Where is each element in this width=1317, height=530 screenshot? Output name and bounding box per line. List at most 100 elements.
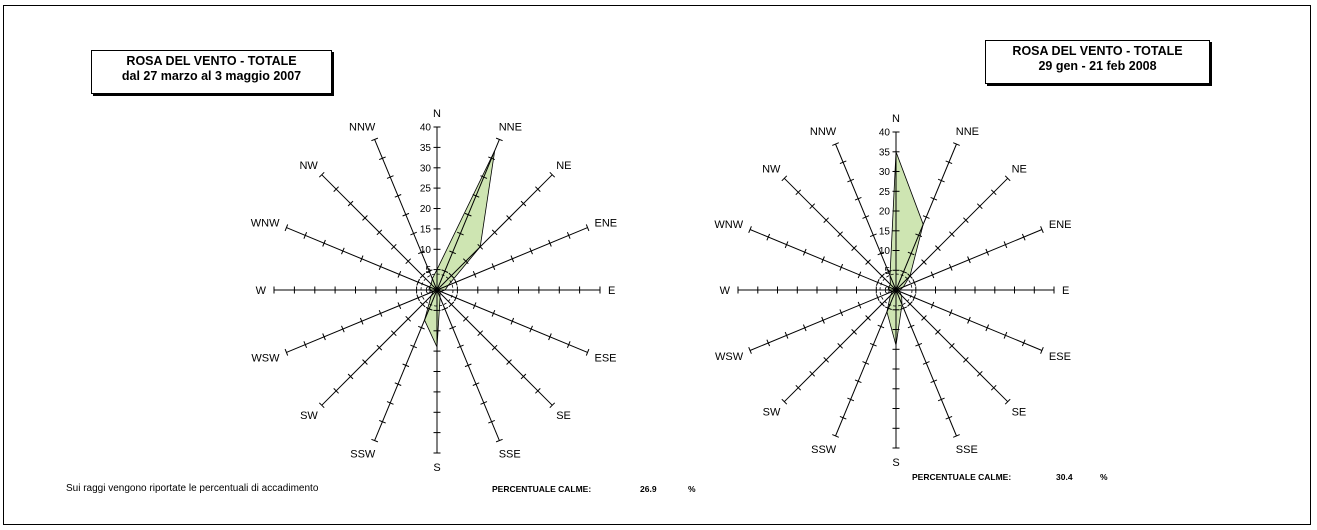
tick-SSE-15-left <box>457 344 464 349</box>
tick-NE-20-left <box>491 229 498 236</box>
tick-NE-30-left <box>520 200 527 207</box>
chart-title-left: ROSA DEL VENTO - TOTALE dal 27 marzo al … <box>91 50 332 94</box>
direction-label-WNW-right: WNW <box>714 219 743 231</box>
tick-SSW-40-left <box>371 438 379 443</box>
tick-SE-5-left <box>448 301 455 308</box>
tick-NW-10-right <box>865 259 871 265</box>
direction-label-S-left: S <box>433 462 440 474</box>
tick-WNW-10-right <box>857 271 862 279</box>
tick-SSE-25-left <box>472 382 480 386</box>
tick-NW-25-left <box>362 215 368 221</box>
tick-SW-20-right <box>837 343 843 349</box>
tick-SW-30-right <box>809 370 816 377</box>
tick-NW-5-left <box>419 272 426 279</box>
footnote: Sui raggi vengono riportate le percentua… <box>66 483 319 494</box>
direction-label-SSE-left: SSE <box>499 449 521 461</box>
tick-WNW-5-left <box>416 278 420 286</box>
tick-SSW-35-right <box>839 415 847 420</box>
tick-SE-40-left <box>549 402 556 409</box>
tick-NW-15-left <box>390 243 397 250</box>
tick-WSW-40-left <box>284 348 289 356</box>
tick-NNE-20-right <box>922 215 930 219</box>
tick-NW-20-left <box>376 229 383 236</box>
tick-SE-5-right <box>907 301 913 307</box>
tick-ENE-5-right <box>912 279 917 286</box>
tick-SW-35-right <box>795 384 802 391</box>
tick-ENE-15-right <box>948 263 953 271</box>
calm-unit-left: % <box>688 484 696 494</box>
tick-SSW-5-left <box>425 307 433 311</box>
tick-SE-30-left <box>520 373 527 380</box>
tick-ESE-25-left <box>529 325 533 333</box>
tick-ENE-40-right <box>1040 226 1044 233</box>
tick-SSE-20-right <box>922 361 930 365</box>
tick-SW-40-right <box>781 398 788 405</box>
tick-ENE-35-right <box>1021 233 1026 241</box>
direction-label-SE-left: SE <box>556 410 571 422</box>
tick-NNW-25-left <box>394 194 402 198</box>
tick-ENE-35-left <box>566 232 571 239</box>
tick-NW-35-left <box>333 186 339 192</box>
tick-SE-15-right <box>935 329 941 335</box>
direction-label-NW-left: NW <box>299 160 318 172</box>
tick-ENE-30-right <box>1003 241 1008 249</box>
tick-NNW-5-left <box>425 269 433 273</box>
radial-tick-label-0-left: 0 <box>425 286 431 297</box>
radial-tick-label-10-right: 10 <box>879 246 891 257</box>
tick-ESE-40-left <box>585 348 590 356</box>
tick-NNW-35-left <box>379 156 386 161</box>
chart-title-right: ROSA DEL VENTO - TOTALE 29 gen - 21 feb … <box>985 40 1210 84</box>
tick-NNE-25-left <box>472 194 480 198</box>
chart-title-right-line1: ROSA DEL VENTO - TOTALE <box>1012 44 1183 58</box>
tick-NNE-20-left <box>464 212 472 217</box>
tick-SW-20-left <box>376 344 383 351</box>
radial-tick-label-0-right: 0 <box>884 286 890 297</box>
direction-label-N-left: N <box>433 108 441 120</box>
tick-SSW-20-right <box>862 361 870 365</box>
radial-tick-label-5-right: 5 <box>884 266 890 277</box>
tick-NE-20-right <box>949 231 955 237</box>
tick-NNE-30-right <box>937 178 945 183</box>
direction-label-S-right: S <box>892 457 899 469</box>
tick-NNW-10-right <box>877 251 885 256</box>
tick-SW-10-right <box>865 315 871 321</box>
tick-NW-35-right <box>795 189 802 196</box>
tick-SSE-20-left <box>464 363 472 368</box>
radial-tick-label-30-right: 30 <box>879 167 891 178</box>
direction-label-NNW-right: NNW <box>810 126 837 138</box>
tick-NE-5-left <box>448 272 455 279</box>
radial-tick-label-20-right: 20 <box>879 207 891 218</box>
tick-NW-20-right <box>837 231 843 237</box>
direction-label-W-right: W <box>720 285 731 297</box>
radial-tick-label-25-right: 25 <box>879 187 891 198</box>
tick-NE-15-right <box>935 245 941 251</box>
tick-NW-25-right <box>823 217 829 223</box>
tick-NNW-30-left <box>386 175 394 179</box>
tick-NNE-15-left <box>457 231 464 236</box>
tick-NE-40-right <box>1004 175 1011 182</box>
tick-NNE-40-right <box>953 142 960 146</box>
tick-SSE-30-left <box>480 401 488 405</box>
tick-NNW-10-left <box>418 250 425 255</box>
tick-ESE-35-right <box>1021 339 1026 347</box>
direction-label-SSW-left: SSW <box>350 449 376 461</box>
radial-tick-label-35-left: 35 <box>420 143 432 154</box>
direction-label-WNW-left: WNW <box>251 217 280 229</box>
tick-WSW-35-left <box>303 341 308 348</box>
tick-NE-25-left <box>506 215 512 221</box>
direction-label-WSW-right: WSW <box>715 351 744 363</box>
tick-NNE-35-left <box>488 156 495 161</box>
tick-NNW-35-right <box>839 160 847 165</box>
tick-ESE-30-right <box>1003 331 1008 339</box>
tick-SE-25-left <box>506 359 512 365</box>
tick-NNW-20-left <box>402 212 410 217</box>
tick-NNE-30-left <box>480 175 488 179</box>
calm-value-right: 30.4 <box>1056 472 1073 482</box>
tick-WSW-20-left <box>359 317 364 325</box>
tick-WSW-15-left <box>378 310 383 317</box>
tick-ESE-20-right <box>967 316 971 324</box>
tick-ESE-5-right <box>912 294 917 301</box>
tick-NNE-10-right <box>907 251 915 256</box>
direction-label-NE-right: NE <box>1012 163 1027 175</box>
tick-NE-5-right <box>907 273 913 279</box>
